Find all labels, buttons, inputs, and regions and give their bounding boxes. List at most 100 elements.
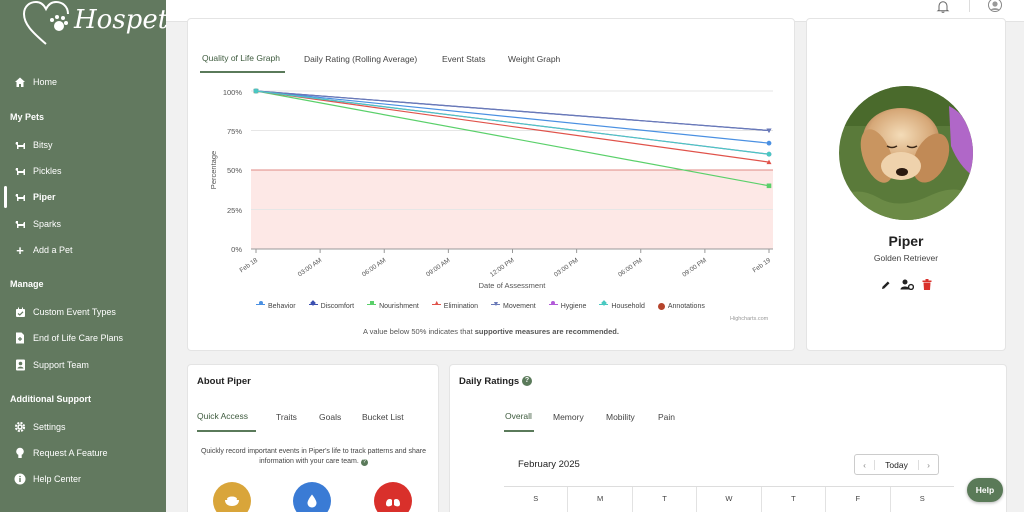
- section-manage: Manage: [10, 279, 44, 289]
- legend-label: Annotations: [667, 303, 705, 310]
- sidebar-item-support-team[interactable]: Support Team: [14, 359, 89, 371]
- x-tick-label: 03:00 AM: [297, 257, 324, 278]
- daily-ratings-card: [449, 364, 1007, 512]
- sidebar-item-home[interactable]: Home: [14, 76, 57, 88]
- sidebar-item-label: Custom Event Types: [33, 307, 116, 317]
- tab-daily-rating[interactable]: Daily Rating (Rolling Average): [304, 54, 418, 64]
- sidebar-item-label: Settings: [33, 422, 66, 432]
- chart-note: A value below 50% indicates that support…: [187, 327, 795, 336]
- sidebar-item-settings[interactable]: Settings: [14, 421, 66, 433]
- bell-icon[interactable]: [936, 0, 950, 14]
- pet-name: Piper: [888, 233, 924, 249]
- weekday-label: T: [631, 487, 696, 512]
- data-point: [766, 183, 772, 189]
- section-additional-support: Additional Support: [10, 394, 91, 404]
- sidebar-item-sparks[interactable]: Sparks: [14, 218, 61, 230]
- legend-item[interactable]: Behavior: [256, 301, 296, 310]
- tab-pain[interactable]: Pain: [658, 412, 676, 422]
- today-button[interactable]: Today: [885, 459, 908, 470]
- weekday-label: F: [825, 487, 889, 512]
- data-point: [766, 151, 772, 157]
- legend-swatch: ▼: [491, 300, 501, 308]
- tab-overall[interactable]: Overall: [505, 411, 532, 421]
- y-tick-label: 0%: [231, 245, 242, 254]
- legend-item[interactable]: Hygiene: [548, 301, 587, 310]
- tab-quality-of-life-graph[interactable]: Quality of Life Graph: [202, 53, 280, 63]
- edit-pencil-icon[interactable]: [881, 280, 891, 290]
- document-plus-icon: [14, 332, 26, 344]
- sidebar-item-request-feature[interactable]: Request A Feature: [14, 447, 108, 459]
- legend-label: Hygiene: [560, 303, 587, 310]
- water-drop-icon: [307, 494, 317, 508]
- sidebar-item-custom-event-types[interactable]: Custom Event Types: [14, 306, 116, 318]
- sidebar-item-label: End of Life Care Plans: [33, 333, 124, 343]
- data-point: [766, 159, 772, 165]
- tab-traits[interactable]: Traits: [276, 412, 297, 422]
- quick-log-water-button[interactable]: [293, 482, 331, 512]
- sidebar-item-help-center[interactable]: Help Center: [14, 473, 81, 485]
- legend-item[interactable]: Annotations: [657, 303, 705, 310]
- gear-icon: [14, 421, 26, 433]
- user-settings-icon[interactable]: [900, 279, 914, 290]
- sidebar-item-pickles[interactable]: Pickles: [14, 165, 62, 177]
- data-point: [766, 128, 772, 133]
- sidebar-item-label: Sparks: [33, 219, 62, 229]
- chevron-left-icon[interactable]: ‹: [855, 459, 875, 470]
- sidebar-item-label: Request A Feature: [33, 448, 108, 458]
- section-my-pets: My Pets: [10, 112, 45, 122]
- about-title: About Piper: [197, 376, 251, 387]
- weekday-label: T: [760, 487, 825, 512]
- trash-icon[interactable]: [922, 279, 932, 290]
- sidebar-item-label: Pickles: [33, 166, 62, 176]
- legend-item[interactable]: Discomfort: [308, 300, 355, 310]
- legend-item[interactable]: Nourishment: [367, 301, 419, 310]
- daily-ratings-title: Daily Ratings: [459, 376, 520, 387]
- pet-breed: Golden Retriever: [873, 253, 939, 263]
- sidebar-item-label: Help Center: [33, 474, 82, 484]
- tab-weight-graph[interactable]: Weight Graph: [508, 54, 561, 64]
- tab-mobility[interactable]: Mobility: [606, 412, 635, 422]
- tab-event-stats[interactable]: Event Stats: [442, 54, 486, 64]
- chart-legend: Behavior Discomfort Nourishment ▲ Elimina…: [256, 300, 718, 310]
- help-circle-icon[interactable]: ?: [522, 376, 532, 386]
- legend-label: Elimination: [443, 303, 479, 310]
- sidebar-item-add-pet[interactable]: + Add a Pet: [14, 243, 72, 258]
- pet-photo: [839, 86, 973, 220]
- quick-log-food-button[interactable]: [213, 482, 251, 512]
- data-point: [253, 88, 259, 94]
- logo[interactable]: Hospet: [22, 0, 168, 46]
- heart-paw-icon: [22, 0, 69, 45]
- sidebar-item-piper[interactable]: Piper: [14, 191, 56, 203]
- tab-quick-access[interactable]: Quick Access: [197, 411, 249, 421]
- sidebar-item-bitsy[interactable]: Bitsy: [14, 139, 53, 151]
- legend-item[interactable]: ▲ Elimination: [431, 300, 479, 310]
- user-avatar-icon[interactable]: [988, 0, 1002, 14]
- y-axis-title: Percentage: [209, 151, 218, 189]
- app-name: Hospet: [74, 5, 169, 35]
- legend-item[interactable]: ▼ Movement: [491, 300, 536, 310]
- help-button[interactable]: Help: [967, 478, 1003, 502]
- series-line: [255, 90, 770, 144]
- x-tick-label: 06:00 PM: [617, 257, 644, 279]
- legend-swatch: [599, 300, 609, 310]
- dog-icon: [14, 218, 26, 230]
- legend-label: Discomfort: [320, 303, 355, 310]
- legend-item[interactable]: Household: [599, 300, 645, 310]
- lungs-icon: [386, 495, 400, 507]
- dog-icon: [14, 139, 26, 151]
- calendar-weekday-header: S M T W T F S: [504, 486, 954, 512]
- chevron-right-icon[interactable]: ›: [918, 459, 938, 470]
- calendar-month: February 2025: [518, 459, 580, 470]
- sidebar-item-end-of-life-care-plans[interactable]: End of Life Care Plans: [14, 332, 123, 344]
- quick-log-breathing-button[interactable]: [374, 482, 412, 512]
- tab-goals[interactable]: Goals: [319, 412, 342, 422]
- tab-bucket-list[interactable]: Bucket List: [362, 412, 404, 422]
- tab-memory[interactable]: Memory: [553, 412, 584, 422]
- info-icon: [14, 473, 26, 485]
- quick-access-description: Quickly record important events in Piper…: [196, 447, 431, 467]
- help-circle-icon[interactable]: ?: [360, 459, 368, 466]
- series-line: [255, 90, 770, 132]
- legend-label: Household: [611, 303, 645, 310]
- x-tick-label: 03:00 PM: [553, 257, 580, 279]
- y-tick-label: 25%: [226, 206, 242, 215]
